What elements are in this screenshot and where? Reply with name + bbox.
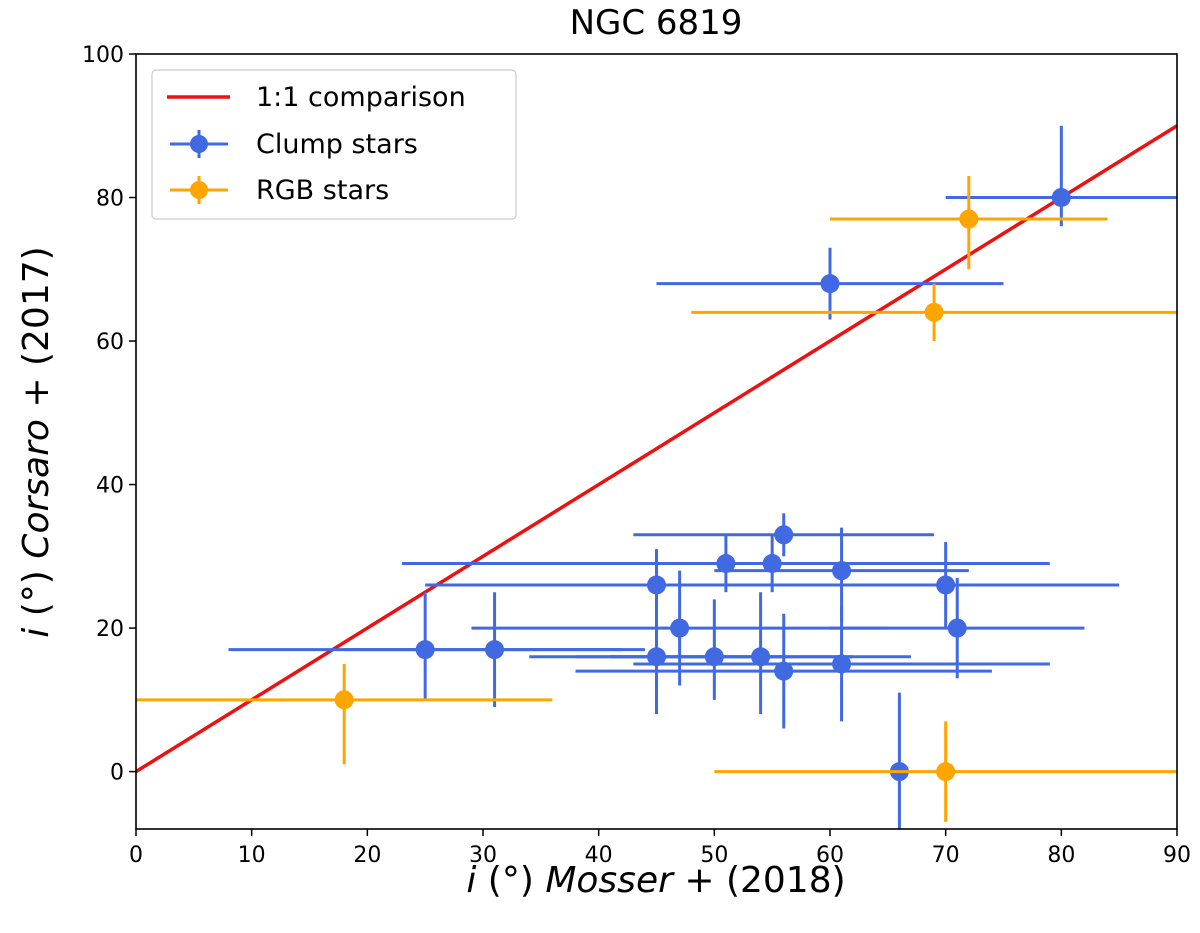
- x-axis-label: i (°) Mosser + (2018): [466, 860, 845, 901]
- x-tick-label: 50: [700, 843, 728, 868]
- y-axis-label-author: Corsaro: [16, 419, 57, 559]
- data-point: [830, 577, 1085, 679]
- plot-frame: [135, 53, 1178, 830]
- data-point: [772, 541, 1120, 629]
- marker: [924, 302, 944, 322]
- x-tick-label: 30: [469, 843, 497, 868]
- marker: [334, 690, 354, 710]
- series-0: [228, 125, 1177, 829]
- marker: [670, 618, 690, 638]
- marker: [959, 209, 979, 229]
- data-point: [228, 592, 622, 700]
- series-1: [136, 175, 1177, 822]
- data-point: [830, 175, 1108, 270]
- legend: 1:1 comparison Clump stars RGB stars: [151, 69, 517, 220]
- legend-box: [151, 69, 517, 220]
- x-tick-label: 40: [585, 843, 613, 868]
- data-point: [656, 247, 1004, 320]
- x-axis-label-author: Mosser: [545, 860, 675, 901]
- marker: [936, 762, 956, 782]
- marker: [832, 654, 852, 674]
- data-point: [714, 721, 1177, 822]
- marker: [774, 525, 794, 545]
- data-point: [889, 692, 909, 829]
- legend-label-line: 1:1 comparison: [256, 82, 466, 113]
- y-axis: 0 20 40 60 80 100: [82, 43, 136, 786]
- legend-swatch-rgb: [170, 176, 228, 204]
- comparison-line: [136, 124, 1177, 774]
- x-tick-label: 90: [1163, 843, 1191, 868]
- data-point: [945, 125, 1177, 227]
- data-point: [633, 513, 935, 557]
- y-tick-label: 80: [96, 187, 124, 212]
- series-layer: [136, 125, 1177, 829]
- x-axis: 0 10 20 30 40 50 60 70 80 90: [129, 829, 1191, 868]
- data-point: [633, 606, 1050, 722]
- plot-area: [136, 124, 1177, 829]
- marker: [832, 561, 852, 581]
- data-point: [714, 527, 969, 621]
- y-axis-label-suffix: + (2017): [16, 246, 57, 407]
- data-point: [344, 592, 645, 708]
- data-point: [691, 283, 1177, 342]
- marker: [947, 618, 967, 638]
- y-tick-label: 20: [96, 617, 124, 642]
- legend-label-clump: Clump stars: [256, 129, 418, 160]
- chart-title: NGC 6819: [570, 3, 743, 43]
- data-point: [471, 570, 888, 686]
- data-point: [136, 663, 553, 765]
- marker: [936, 575, 956, 595]
- x-tick-label: 80: [1047, 843, 1075, 868]
- y-tick-label: 0: [110, 761, 124, 786]
- x-tick-label: 20: [353, 843, 381, 868]
- x-tick-label: 0: [129, 843, 143, 868]
- legend-swatch-clump: [170, 130, 228, 158]
- y-tick-label: 100: [82, 43, 124, 68]
- legend-label-rgb: RGB stars: [256, 175, 389, 206]
- x-tick-label: 10: [238, 843, 266, 868]
- x-tick-label: 60: [816, 843, 844, 868]
- marker: [647, 575, 666, 595]
- marker: [762, 553, 782, 573]
- marker: [485, 640, 505, 660]
- data-point: [575, 613, 992, 729]
- marker: [774, 661, 794, 681]
- marker: [751, 647, 771, 667]
- x-axis-label-unit: (°): [488, 860, 534, 901]
- line-layer: [136, 124, 1177, 774]
- y-tick-label: 60: [96, 330, 124, 355]
- marker: [820, 274, 840, 294]
- y-axis-label-var: i: [16, 628, 57, 638]
- y-axis-label: i (°) Corsaro + (2017): [16, 246, 57, 637]
- x-axis-label-suffix: + (2018): [684, 860, 845, 901]
- data-point: [610, 592, 911, 715]
- x-tick-label: 70: [932, 843, 960, 868]
- x-axis-label-var: i: [466, 860, 476, 901]
- y-axis-label-unit: (°): [16, 570, 57, 616]
- y-tick-label: 40: [96, 474, 124, 499]
- marker: [1051, 188, 1071, 208]
